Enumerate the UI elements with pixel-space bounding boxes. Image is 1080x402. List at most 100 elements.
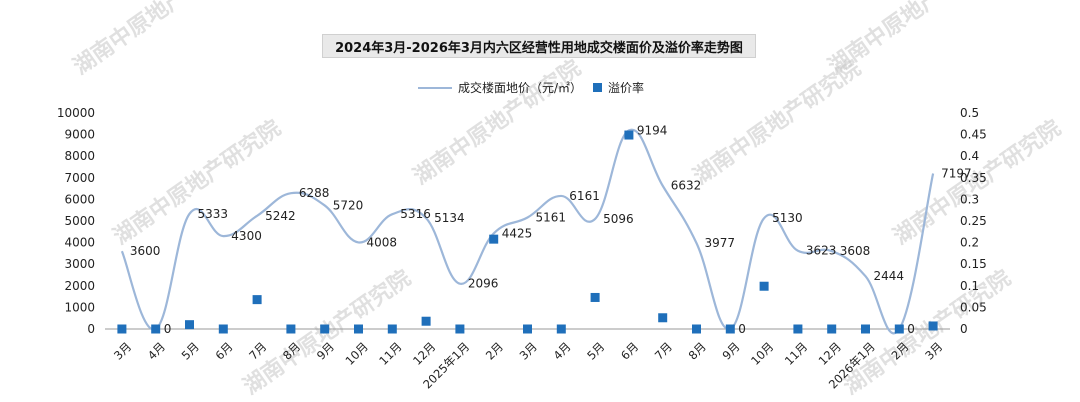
- x-tick-label: 12月: [816, 339, 844, 367]
- y-left-tick-label: 6000: [64, 192, 95, 206]
- price-data-label: 5720: [333, 198, 364, 212]
- y-left-tick-label: 8000: [64, 149, 95, 163]
- premium-point: [861, 324, 870, 334]
- x-tick-label: 12月: [410, 339, 438, 367]
- price-data-label: 0: [164, 322, 172, 336]
- y-left-tick-label: 10000: [57, 106, 95, 120]
- premium-point: [894, 324, 904, 334]
- price-data-label: 5242: [265, 209, 296, 223]
- watermark-text: 湖南中原地产研究院: [409, 55, 586, 190]
- price-data-label: 3600: [130, 244, 161, 258]
- y-right-tick-label: 0.5: [960, 106, 979, 120]
- y-right-tick-label: 0.45: [960, 128, 987, 142]
- premium-point: [320, 324, 330, 334]
- premium-point: [692, 324, 701, 334]
- x-tick-label: 5月: [584, 339, 607, 362]
- premium-point: [523, 324, 532, 334]
- price-data-label: 6632: [671, 179, 702, 193]
- premium-point: [793, 324, 803, 334]
- x-tick-label: 10月: [342, 339, 370, 367]
- x-tick-label: 3月: [111, 339, 134, 362]
- premium-point: [455, 324, 465, 334]
- chart-title: 2024年3月-2026年3月内六区经营性用地成交楼面价及溢价率走势图: [335, 40, 743, 56]
- x-tick-label: 10月: [748, 339, 776, 367]
- premium-point: [556, 324, 566, 334]
- price-data-label: 9194: [637, 123, 668, 137]
- premium-point: [354, 324, 363, 334]
- y-right-tick-label: 0.15: [960, 257, 987, 271]
- y-left-tick-label: 7000: [64, 171, 95, 185]
- y-left-tick-label: 3000: [64, 257, 95, 271]
- price-data-label: 2096: [468, 277, 499, 291]
- price-data-label: 5096: [603, 212, 634, 226]
- legend: 成交楼面地价（元/㎡） 溢价率: [418, 80, 644, 95]
- price-data-label: 3608: [840, 244, 871, 258]
- premium-point: [658, 313, 668, 323]
- price-data-label: 5161: [536, 211, 567, 225]
- y-right-tick-label: 0.1: [960, 279, 979, 293]
- x-tick-label: 8月: [686, 339, 709, 362]
- premium-point: [117, 324, 127, 334]
- chart-title-box: 2024年3月-2026年3月内六区经营性用地成交楼面价及溢价率走势图: [322, 34, 756, 58]
- y-left-tick-label: 0: [87, 322, 95, 336]
- x-tick-label: 5月: [179, 339, 202, 362]
- price-data-label: 0: [738, 322, 746, 336]
- price-data-label: 6161: [569, 189, 600, 203]
- price-data-label: 2444: [874, 269, 905, 283]
- y-right-tick-label: 0.35: [960, 171, 987, 185]
- premium-point: [185, 320, 194, 330]
- price-data-label: 3977: [705, 236, 736, 250]
- watermark-text: 湖南中原地产研究院: [689, 55, 866, 190]
- x-tick-label: 11月: [376, 339, 404, 367]
- x-tick-label: 4月: [550, 339, 573, 362]
- price-data-label: 3623: [806, 244, 837, 258]
- y-right-tick-label: 0.05: [960, 300, 987, 314]
- x-tick-label: 6月: [212, 339, 235, 362]
- x-tick-label: 2月: [483, 339, 506, 362]
- price-data-label: 5134: [434, 211, 465, 225]
- premium-point: [387, 324, 397, 334]
- price-data-label: 7197: [941, 167, 972, 181]
- legend-label-price: 成交楼面地价（元/㎡）: [458, 80, 582, 95]
- premium-point: [590, 292, 600, 302]
- price-data-label: 5333: [198, 207, 229, 221]
- y-left-tick-label: 9000: [64, 128, 95, 142]
- x-tick-label: 6月: [618, 339, 641, 362]
- price-data-label: 6288: [299, 186, 330, 200]
- premium-point: [624, 130, 634, 140]
- premium-point: [151, 324, 161, 334]
- price-data-label: 4008: [367, 235, 398, 249]
- premium-point: [725, 324, 735, 334]
- y-left-tick-label: 1000: [64, 300, 95, 314]
- y-right-tick-label: 0.4: [960, 149, 979, 163]
- y-right-tick-label: 0.25: [960, 214, 987, 228]
- price-data-label: 5130: [772, 211, 803, 225]
- premium-point: [286, 324, 296, 334]
- premium-point: [421, 316, 431, 326]
- y-left-tick-label: 5000: [64, 214, 95, 228]
- x-tick-label: 7月: [246, 339, 269, 362]
- y-right-tick-label: 0: [960, 322, 968, 336]
- y-right-tick-label: 0.2: [960, 236, 979, 250]
- y-left-tick-label: 2000: [64, 279, 95, 293]
- price-data-label: 5316: [400, 207, 431, 221]
- x-tick-label: 11月: [782, 339, 810, 367]
- x-tick-label: 3月: [517, 339, 540, 362]
- price-series-line: [120, 128, 935, 335]
- y-left-tick-label: 4000: [64, 236, 95, 250]
- premium-point: [489, 234, 499, 244]
- watermark-text: 湖南中原地产研究院: [69, 0, 246, 80]
- x-tick-label: 7月: [652, 339, 675, 362]
- premium-point: [759, 281, 769, 291]
- premium-point: [252, 295, 262, 305]
- premium-point: [827, 324, 837, 334]
- x-tick-label: 9月: [719, 339, 742, 362]
- legend-label-premium: 溢价率: [608, 80, 644, 95]
- price-data-label: 4300: [231, 229, 262, 243]
- y-right-tick-label: 0.3: [960, 192, 979, 206]
- legend-square-swatch: [593, 83, 602, 92]
- premium-point: [218, 324, 228, 334]
